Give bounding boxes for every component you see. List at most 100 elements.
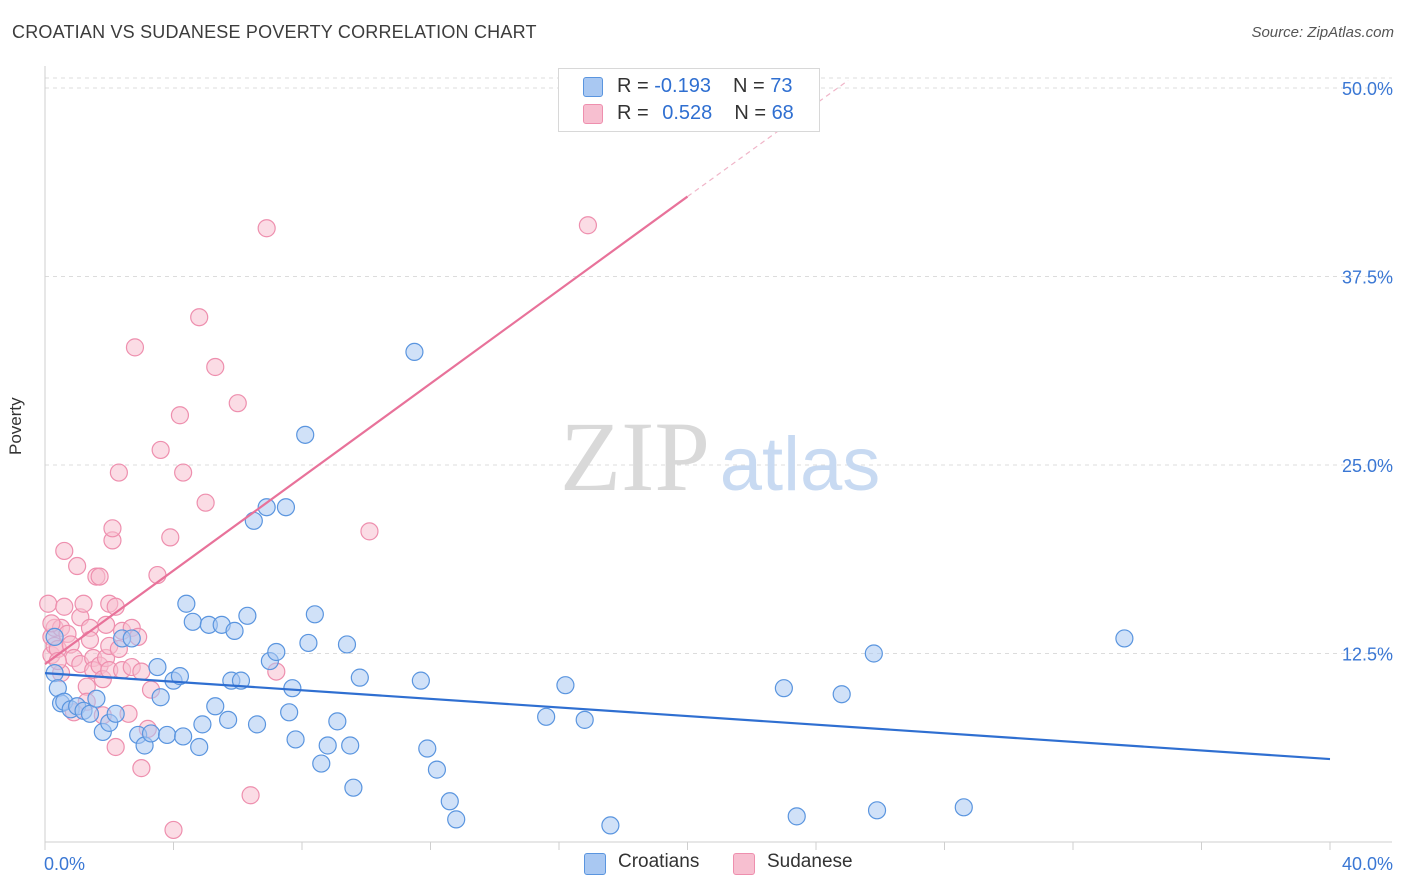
croatians-point xyxy=(601,816,620,835)
croatians-point xyxy=(787,807,806,826)
sudanese-point xyxy=(174,463,193,482)
legend-r-label: R = xyxy=(617,75,655,97)
sudanese-point xyxy=(578,216,598,235)
croatians-point xyxy=(257,498,276,517)
sudanese-point xyxy=(103,519,122,538)
sudanese-point xyxy=(151,440,170,460)
sudanese-point xyxy=(257,219,276,238)
sudanese-point xyxy=(360,522,379,541)
croatians-point xyxy=(447,810,466,829)
croatians-point xyxy=(427,760,447,779)
croatians-point xyxy=(141,724,161,743)
sudanese-trend-line xyxy=(44,195,689,665)
croatians-points xyxy=(45,342,1134,835)
croatians-point xyxy=(299,633,318,653)
croatians-point xyxy=(45,627,64,647)
croatians-point xyxy=(190,737,209,757)
croatians-point xyxy=(238,606,257,625)
sudanese-point xyxy=(106,737,125,757)
croatians-point xyxy=(954,798,973,817)
sudanese-point xyxy=(125,338,145,357)
sudanese-point xyxy=(164,820,183,840)
croatians-point xyxy=(280,703,299,722)
croatians-point xyxy=(867,801,887,820)
sudanese-point xyxy=(170,406,190,425)
sudanese-swatch xyxy=(583,104,603,124)
sudanese-point xyxy=(39,594,58,613)
croatians-point xyxy=(305,605,324,624)
croatians-point xyxy=(225,621,244,640)
tick-labels: 12.5% 25.0% 37.5% 50.0% 0.0% 40.0% xyxy=(44,79,1393,874)
sudanese-point xyxy=(241,786,260,805)
sudanese-point xyxy=(228,394,247,413)
sudanese-points xyxy=(39,216,598,840)
croatians-point xyxy=(276,498,296,517)
legend-r-value: 0.528 xyxy=(662,102,713,124)
croatians-point xyxy=(774,679,793,698)
croatians-point xyxy=(832,685,851,704)
x-tick-label-max: 40.0% xyxy=(1342,854,1393,874)
croatians-swatch xyxy=(583,77,603,97)
legend-n-value: 73 xyxy=(770,75,793,97)
chart-title: CROATIAN VS SUDANESE POVERTY CORRELATION… xyxy=(12,22,537,42)
legend-n-value: 68 xyxy=(771,102,794,124)
legend-r-value: -0.193 xyxy=(654,75,711,97)
croatians-point xyxy=(157,725,177,745)
croatians-trend-line xyxy=(44,672,1331,761)
croatians-point xyxy=(341,736,360,755)
croatians-point xyxy=(183,612,202,631)
croatians-point xyxy=(440,792,459,811)
croatians-point xyxy=(418,739,437,758)
croatians-point xyxy=(206,697,225,716)
croatians-point xyxy=(106,704,125,723)
croatians-point xyxy=(267,642,286,662)
croatians-point xyxy=(151,688,170,707)
croatians-point xyxy=(337,635,357,654)
croatians-point xyxy=(193,715,212,734)
gridlines xyxy=(45,77,1392,654)
sudanese-point xyxy=(109,463,128,482)
croatians-point xyxy=(174,727,193,746)
croatians-legend-swatch xyxy=(584,853,606,875)
croatians-point xyxy=(244,511,263,530)
source-label: Source: ZipAtlas.com xyxy=(1251,24,1394,41)
trend-lines xyxy=(44,79,1331,761)
croatians-point xyxy=(328,712,347,731)
croatians-point xyxy=(247,715,267,734)
watermark-atlas: atlas xyxy=(720,422,881,507)
sudanese-legend-label: Sudanese xyxy=(767,851,853,872)
sudanese-point xyxy=(74,594,93,613)
legend-n-label: N = xyxy=(732,75,771,97)
y-axis-label: Poverty xyxy=(6,397,25,455)
sudanese-point xyxy=(90,567,109,586)
sudanese-point xyxy=(190,308,209,327)
sudanese-point xyxy=(196,493,215,512)
croatians-point xyxy=(1115,629,1134,648)
legend-n-label: N = xyxy=(734,102,772,124)
croatians-legend-label: Croatians xyxy=(618,851,700,872)
y-tick-label: 12.5% xyxy=(1342,645,1393,665)
sudanese-point xyxy=(206,357,225,377)
sudanese-point xyxy=(68,556,87,576)
legend-r-label: R = xyxy=(617,102,655,124)
sudanese-point xyxy=(80,630,100,650)
croatians-point xyxy=(405,342,424,361)
croatians-point xyxy=(556,676,575,695)
croatians-point xyxy=(177,594,196,613)
sudanese-point xyxy=(161,528,180,547)
y-tick-label: 50.0% xyxy=(1342,79,1393,99)
croatians-point xyxy=(87,689,106,708)
croatians-point xyxy=(411,671,430,690)
sudanese-point xyxy=(55,597,74,616)
croatians-point xyxy=(286,730,305,749)
sudanese-point xyxy=(132,662,151,681)
croatians-point xyxy=(350,668,369,687)
x-tick-label-min: 0.0% xyxy=(44,854,85,874)
watermark: ZIP atlas xyxy=(560,401,880,512)
croatians-point xyxy=(170,667,190,686)
croatians-point xyxy=(219,710,238,729)
croatians-point xyxy=(122,629,141,648)
correlation-legend: R = -0.193 N = 73 R = 0.528 N = 68 xyxy=(558,68,820,132)
axes xyxy=(44,66,1392,850)
